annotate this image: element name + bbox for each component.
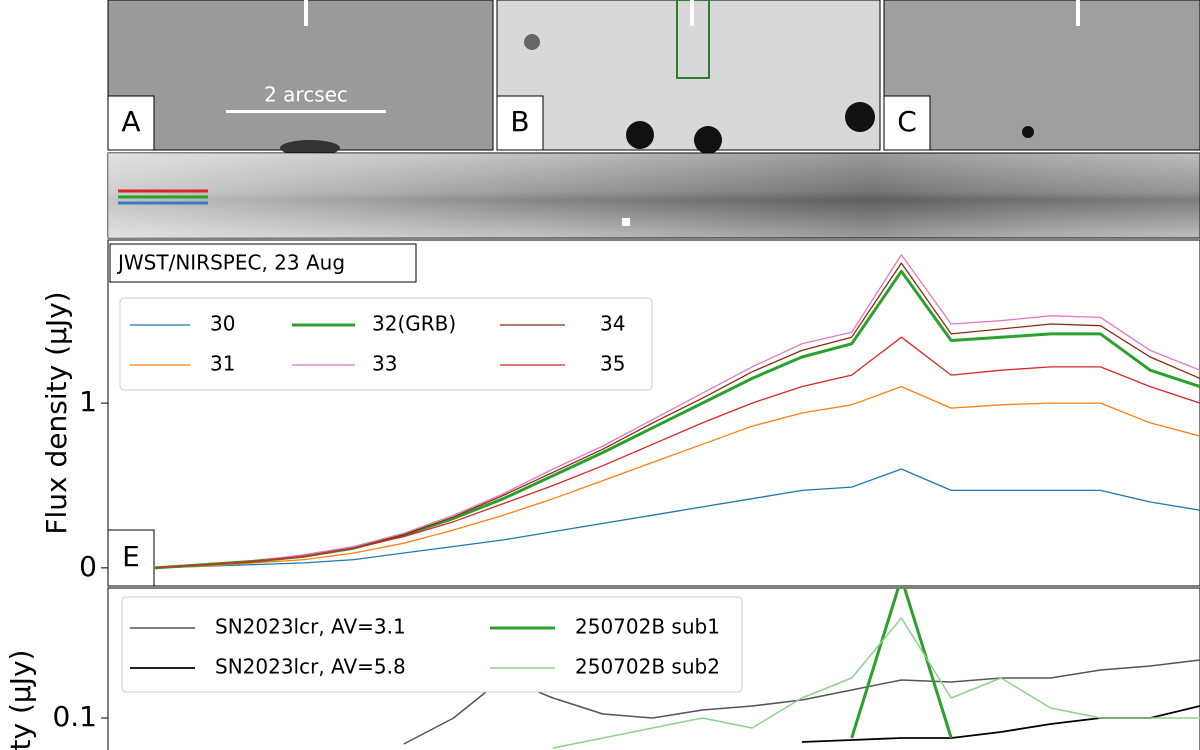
legend-label: 32(GRB) bbox=[372, 312, 456, 336]
spectrum-strip bbox=[107, 152, 1200, 239]
panel-e-frame bbox=[107, 239, 1200, 587]
scale-label: 2 arcsec bbox=[264, 83, 348, 107]
series-line bbox=[552, 617, 1200, 749]
annotation: JWST/NIRSPEC, 23 Aug bbox=[116, 251, 345, 275]
panel-label: C bbox=[897, 105, 917, 138]
legend-label: 250702B sub2 bbox=[575, 655, 720, 679]
legend-label: 250702B sub1 bbox=[575, 615, 720, 639]
panel-label-box bbox=[107, 529, 155, 587]
legend-label: 33 bbox=[372, 352, 397, 376]
series-line bbox=[154, 254, 1200, 569]
legend-label: 34 bbox=[600, 312, 625, 336]
legend-label: SN2023lcr, AV=5.8 bbox=[215, 655, 406, 679]
series-line bbox=[154, 336, 1200, 569]
series-line bbox=[850, 588, 953, 739]
y-tick-label: 0.1 bbox=[52, 700, 97, 733]
legend-label: 31 bbox=[210, 352, 235, 376]
legend-label: SN2023lcr, AV=3.1 bbox=[215, 615, 406, 639]
y-axis-label: Flux density (μJy) bbox=[40, 291, 73, 534]
series-line bbox=[154, 468, 1200, 569]
series-line bbox=[154, 385, 1200, 569]
panel-label: E bbox=[122, 540, 140, 573]
legend-box bbox=[119, 297, 653, 391]
panel-f-frame bbox=[107, 587, 1200, 750]
annotation-box bbox=[109, 243, 417, 283]
image-panel-b: B bbox=[496, 0, 881, 154]
y-axis-label: ty (μJy) bbox=[4, 650, 37, 750]
legend-box bbox=[121, 596, 743, 693]
panel-label: A bbox=[121, 105, 140, 138]
y-tick-label: 0 bbox=[79, 550, 97, 583]
image-panel-a: 2 arcsec A bbox=[107, 0, 494, 156]
plot-e bbox=[154, 254, 1200, 570]
y-tick-label: 1 bbox=[79, 385, 97, 418]
series-line bbox=[801, 705, 1200, 743]
legend-label: 35 bbox=[600, 352, 625, 376]
image-panel-c: C bbox=[883, 0, 1200, 151]
legend-label: 30 bbox=[210, 312, 235, 336]
panel-label: B bbox=[510, 105, 529, 138]
